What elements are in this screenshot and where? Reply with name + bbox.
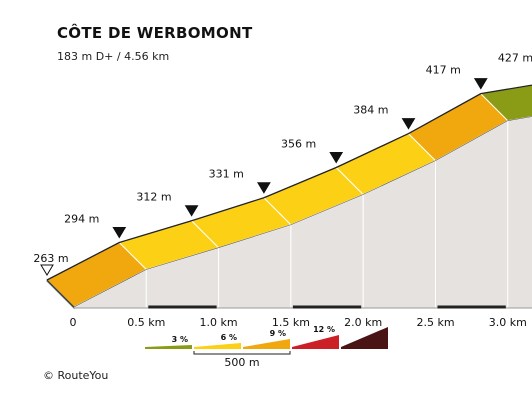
elevation-marker xyxy=(401,118,416,130)
legend-swatch xyxy=(194,343,241,349)
x-tick-label: 3.0 km xyxy=(489,316,527,329)
x-axis-ticks: 00.5 km1.0 km1.5 km2.0 km2.5 km3.0 km3.5… xyxy=(70,316,527,329)
legend-scale-bracket xyxy=(193,351,291,355)
x-tick-label: 1.5 km xyxy=(272,316,310,329)
legend-label: 6 % xyxy=(221,333,237,342)
legend-swatch xyxy=(243,339,290,349)
elevation-label: 417 m xyxy=(426,64,461,77)
x-tick-label: 0.5 km xyxy=(127,316,165,329)
chart-subtitle: 183 m D+ / 4.56 km xyxy=(57,50,170,63)
gradient-legend: 3 % 6 % 9 % 12 % 500 m xyxy=(145,325,388,369)
profile-top-segments xyxy=(46,84,532,308)
legend-scale-label: 500 m xyxy=(224,356,259,369)
legend-swatch xyxy=(292,335,339,349)
elevation-marker xyxy=(473,78,488,90)
x-tick-label: 2.0 km xyxy=(344,316,382,329)
profile-base xyxy=(74,305,532,309)
routeyou-credit: © RouteYou xyxy=(43,369,109,382)
profile-ridge-line xyxy=(46,84,532,281)
legend-label: 9 % xyxy=(270,329,286,338)
elevation-label: 331 m xyxy=(209,168,244,181)
profile-start-edge xyxy=(46,279,75,308)
chart-title: CÔTE DE WERBOMONT xyxy=(57,24,253,42)
elevation-label: 356 m xyxy=(281,137,316,150)
x-tick-label: 1.0 km xyxy=(200,316,238,329)
x-tick-label: 2.5 km xyxy=(416,316,454,329)
elevation-marker-hollow xyxy=(40,264,54,276)
legend-swatch xyxy=(341,327,388,349)
elevation-markers: 263 m 294 m 312 m 331 m 356 m 384 m 417 m 427 m… xyxy=(33,52,532,276)
elevation-label: 427 m xyxy=(498,52,532,65)
elevation-label: 384 m xyxy=(353,104,388,117)
legend-swatch xyxy=(145,345,192,349)
elevation-marker xyxy=(112,226,127,239)
profile-wall-segment xyxy=(507,116,532,309)
elevation-marker xyxy=(329,151,344,164)
elevation-label: 294 m xyxy=(64,212,99,225)
legend-label: 12 % xyxy=(313,325,335,334)
elevation-label: 312 m xyxy=(136,191,171,204)
elevation-marker xyxy=(184,205,199,217)
profile-front-edge xyxy=(73,116,532,308)
elevation-marker xyxy=(257,182,271,194)
x-tick-label: 0 xyxy=(70,316,77,329)
legend-label: 3 % xyxy=(172,335,188,344)
elevation-label: 263 m xyxy=(33,252,68,265)
